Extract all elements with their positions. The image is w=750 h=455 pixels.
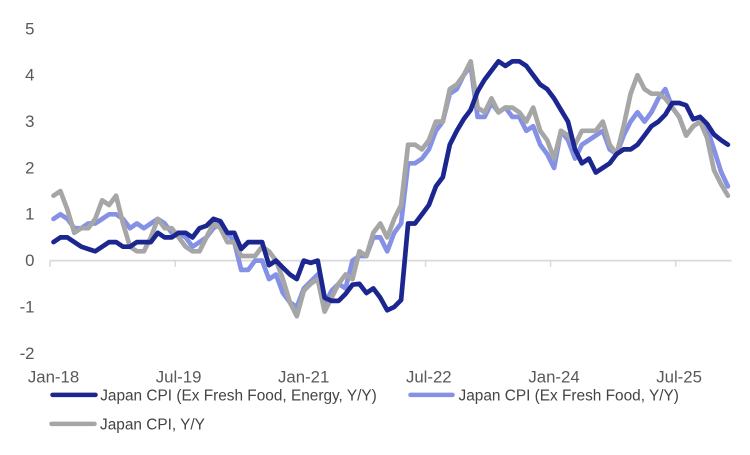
svg-text:-1: -1 xyxy=(20,297,35,316)
svg-text:4: 4 xyxy=(25,66,34,85)
svg-text:Jan-24: Jan-24 xyxy=(528,368,579,387)
svg-text:Jan-18: Jan-18 xyxy=(28,368,79,387)
svg-text:5: 5 xyxy=(25,19,34,38)
svg-text:3: 3 xyxy=(25,112,34,131)
svg-text:Jan-21: Jan-21 xyxy=(278,368,329,387)
svg-text:Jul-19: Jul-19 xyxy=(156,368,202,387)
svg-text:-2: -2 xyxy=(20,344,35,363)
svg-text:0: 0 xyxy=(25,251,34,270)
svg-text:Japan CPI, Y/Y: Japan CPI, Y/Y xyxy=(100,416,205,433)
svg-text:Japan CPI (Ex Fresh Food, Y/Y): Japan CPI (Ex Fresh Food, Y/Y) xyxy=(459,387,679,404)
svg-text:1: 1 xyxy=(25,205,34,224)
svg-text:Jul-22: Jul-22 xyxy=(406,368,452,387)
svg-text:Jul-25: Jul-25 xyxy=(656,368,702,387)
svg-text:Japan CPI (Ex Fresh Food, Ener: Japan CPI (Ex Fresh Food, Energy, Y/Y) xyxy=(100,387,377,404)
svg-text:2: 2 xyxy=(25,158,34,177)
